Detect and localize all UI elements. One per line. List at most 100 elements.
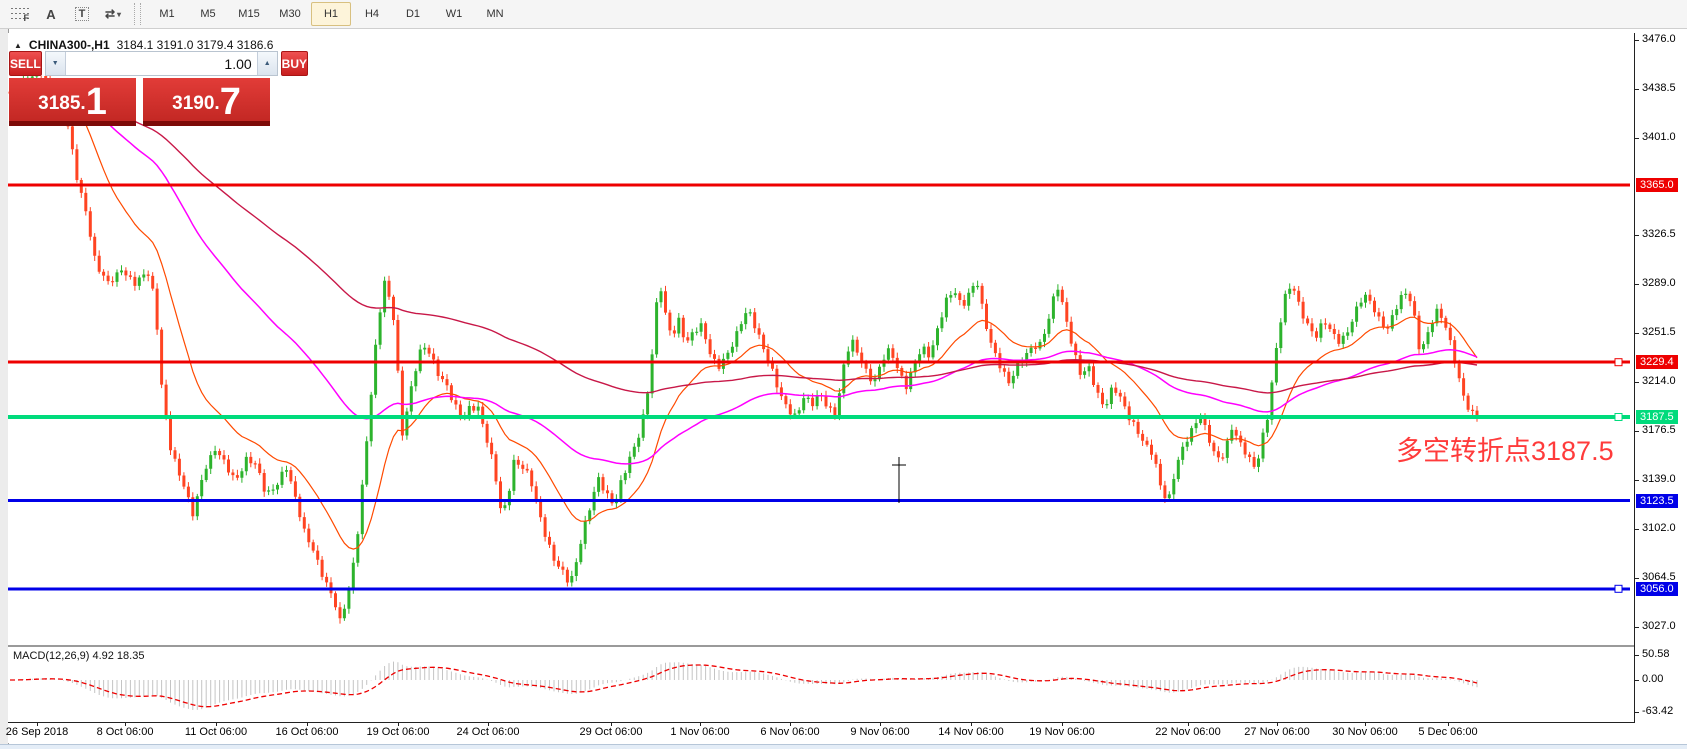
price-line-label-3123.5[interactable]: 3123.5	[1636, 493, 1678, 508]
price-axis-tick-label: 3251.5	[1642, 326, 1676, 339]
timeframe-button-w1[interactable]: W1	[445, 8, 463, 20]
time-axis-label: 19 Nov 06:00	[1029, 726, 1095, 738]
price-axis-tick	[1635, 89, 1639, 90]
macd-axis-tick	[1635, 680, 1639, 681]
volume-stepper: ▼ ▲	[44, 51, 278, 76]
chart-background	[8, 33, 1634, 645]
ohlc-values: 3184.1 3191.0 3179.4 3186.6	[116, 38, 274, 52]
price-line-label-3229.4[interactable]: 3229.4	[1636, 355, 1678, 370]
buy-price-box[interactable]: 3190. 7	[143, 78, 270, 126]
time-axis-line	[8, 722, 1687, 723]
price-chart-canvas[interactable]	[8, 33, 1634, 645]
timeframe-buttons-group: M1 M5 M15 M30 H1 H4 D1 W1 MN	[147, 2, 516, 26]
price-axis-tick	[1635, 577, 1639, 579]
text-label-tool-icon[interactable]: A	[46, 6, 56, 22]
price-axis-tick	[1635, 333, 1639, 335]
price-axis-tick	[1635, 138, 1639, 139]
time-axis-label: 30 Nov 06:00	[1332, 726, 1398, 738]
time-axis-tick	[398, 722, 399, 726]
buy-price-main: 3190	[172, 93, 215, 114]
time-axis-label: 22 Nov 06:00	[1155, 726, 1221, 738]
one-click-trading-panel: SELL ▼ ▲ BUY 3185.1 3190.7	[9, 51, 309, 126]
line-anchor-handle[interactable]	[1614, 413, 1623, 421]
price-axis[interactable]: 3476.0 3438.5 3401.0 3326.5 3289.0 3251.5 3214…	[1635, 33, 1687, 723]
toolbar-separator	[134, 3, 141, 25]
macd-indicator-canvas[interactable]	[8, 647, 1634, 722]
price-axis-tick	[1635, 528, 1639, 530]
timeframe-button-m1[interactable]: M1	[159, 8, 175, 20]
line-anchor-handle[interactable]	[1614, 358, 1623, 367]
time-axis-label: 19 Oct 06:00	[366, 726, 430, 738]
time-axis-label: 16 Oct 06:00	[275, 726, 339, 738]
price-axis-tick	[1635, 626, 1639, 628]
time-axis-label: 29 Oct 06:00	[579, 726, 643, 738]
time-axis-tick	[125, 722, 126, 726]
sell-price-dot: .	[80, 93, 86, 114]
timeframe-button-h4[interactable]: H4	[364, 8, 380, 20]
line-anchor-handle[interactable]	[1614, 584, 1623, 593]
timeframe-button-d1[interactable]: D1	[405, 8, 421, 20]
price-axis-tick	[1635, 235, 1639, 237]
volume-decrease-icon[interactable]: ▼	[45, 52, 66, 75]
price-line-label-3056.0[interactable]: 3056.0	[1636, 581, 1678, 596]
timeframe-button-mn[interactable]: MN	[486, 8, 504, 20]
arrows-tool-icon[interactable]: ⇄ ▾	[104, 7, 122, 21]
price-axis-tick-label: 3438.5	[1642, 82, 1676, 94]
symbol-title: CHINA300-,H1	[28, 38, 110, 52]
buy-price-pips: 7	[219, 80, 241, 123]
time-axis-tick	[1062, 722, 1063, 726]
price-axis-tick	[1635, 382, 1639, 384]
macd-indicator-label: MACD(12,26,9) 4.92 18.35	[13, 650, 145, 662]
macd-signal-line	[10, 664, 1478, 708]
price-axis-tick-label: 3289.0	[1642, 277, 1676, 290]
timeframe-button-m15[interactable]: M15	[238, 8, 260, 20]
volume-increase-icon[interactable]: ▲	[256, 52, 277, 75]
price-axis-tick-label: 3027.0	[1642, 619, 1676, 632]
timeframe-button-h1[interactable]: H1	[311, 2, 351, 26]
price-axis-tick-label: 3401.0	[1642, 131, 1676, 143]
time-axis-label: 1 Nov 06:00	[670, 726, 730, 738]
vertical-line-object[interactable]	[892, 457, 906, 503]
moving-average-line-1[interactable]	[9, 84, 1478, 550]
toolbar: F A T ⇄ ▾ M1 M5 M15 M30 H1 H4 D1 W1 MN	[0, 0, 1687, 29]
price-axis-tick-label: 3064.5	[1642, 570, 1676, 583]
time-axis-tick	[880, 722, 881, 726]
chart-text-annotation[interactable]: 多空转折点3187.5	[1396, 436, 1614, 466]
time-axis[interactable]: 26 Sep 2018 8 Oct 06:00 11 Oct 06:00 16 Oct…	[5, 722, 1634, 743]
timeframe-button-m30[interactable]: M30	[279, 8, 301, 20]
macd-axis-tick	[1635, 711, 1639, 713]
price-axis-tick-label: 3476.0	[1642, 33, 1676, 45]
dropdown-caret-icon[interactable]: ▾	[117, 9, 122, 19]
price-axis-tick	[1635, 284, 1639, 286]
time-axis-tick	[307, 722, 308, 726]
price-axis-tick	[1635, 431, 1639, 433]
buy-price-dot: .	[214, 93, 220, 114]
time-axis-tick	[488, 722, 489, 726]
sell-price-box[interactable]: 3185. 1	[9, 78, 136, 126]
volume-input[interactable]	[65, 52, 257, 75]
macd-axis-tick	[1635, 654, 1639, 656]
sell-button[interactable]: SELL	[9, 51, 42, 76]
time-axis-label: 6 Nov 06:00	[760, 726, 820, 738]
price-axis-line	[1634, 33, 1635, 723]
moving-average-line-2[interactable]	[9, 89, 1478, 465]
price-line-label-3187.5[interactable]: 3187.5	[1636, 409, 1678, 424]
timeframe-button-m5[interactable]: M5	[200, 8, 216, 20]
price-axis-tick-label: 3214.0	[1642, 375, 1676, 388]
time-axis-label: 5 Dec 06:00	[1418, 726, 1478, 738]
time-axis-label: 26 Sep 2018	[5, 726, 69, 738]
buy-button[interactable]: BUY	[280, 51, 309, 76]
time-axis-tick	[216, 722, 217, 726]
time-axis-tick	[971, 722, 972, 726]
time-axis-label: 11 Oct 06:00	[184, 726, 248, 738]
price-line-label-3365.0[interactable]: 3365.0	[1636, 178, 1678, 193]
macd-axis-label: 50.58	[1642, 647, 1670, 660]
moving-average-line-3[interactable]	[9, 91, 1478, 394]
trade-prices-row: 3185. 1 3190. 7	[9, 78, 270, 126]
text-tool-icon[interactable]: T	[68, 3, 96, 25]
time-axis-tick	[37, 722, 38, 726]
fibonacci-tool-icon[interactable]: F	[6, 3, 34, 25]
collapse-panel-icon[interactable]: ▲	[14, 40, 22, 50]
price-axis-tick	[1635, 40, 1639, 41]
